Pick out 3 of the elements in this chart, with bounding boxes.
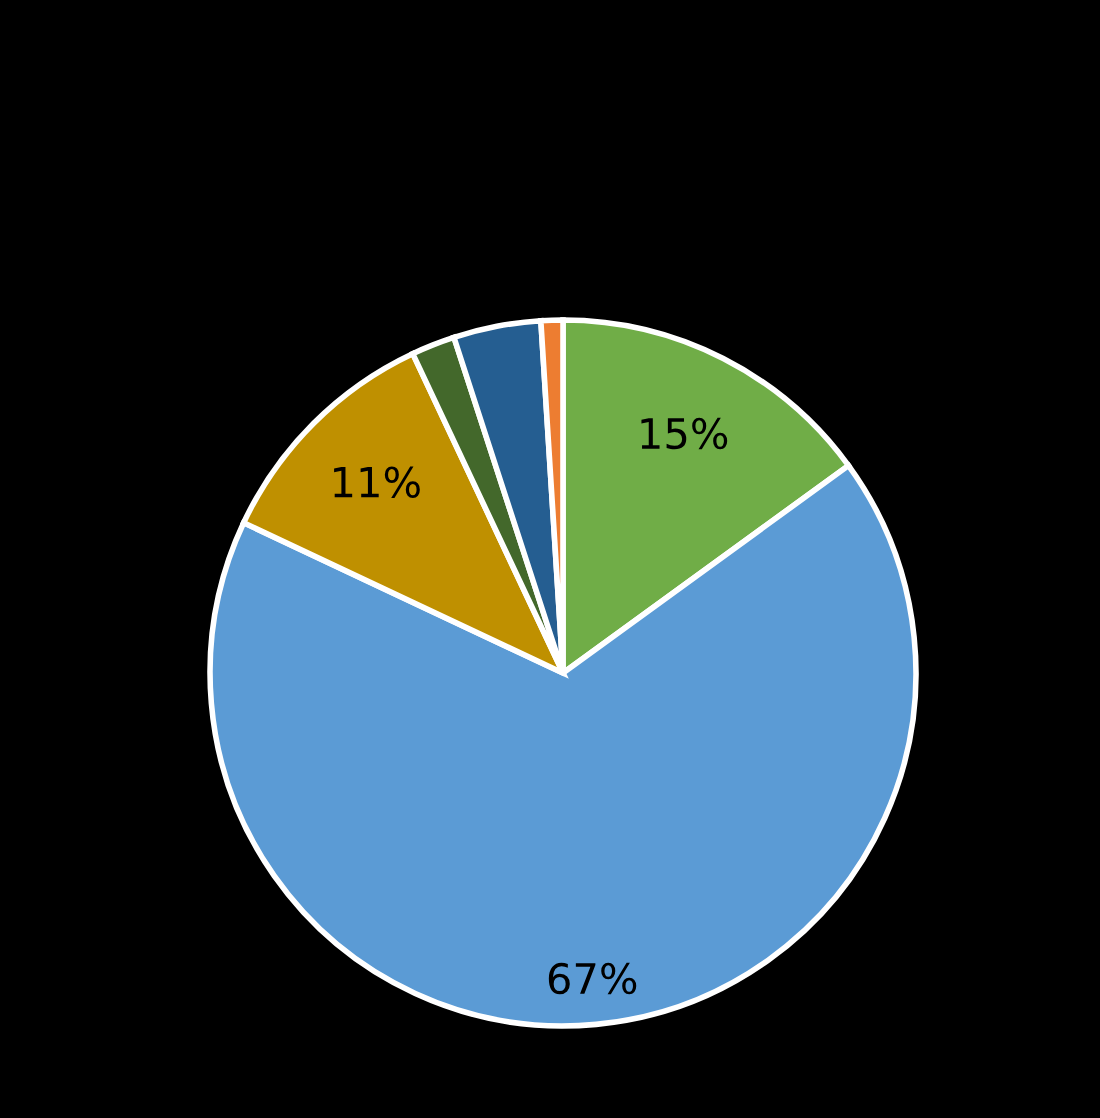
data-label: 67% bbox=[548, 962, 637, 995]
data-label: 11% bbox=[334, 466, 420, 498]
data-label: 15% bbox=[641, 417, 728, 450]
